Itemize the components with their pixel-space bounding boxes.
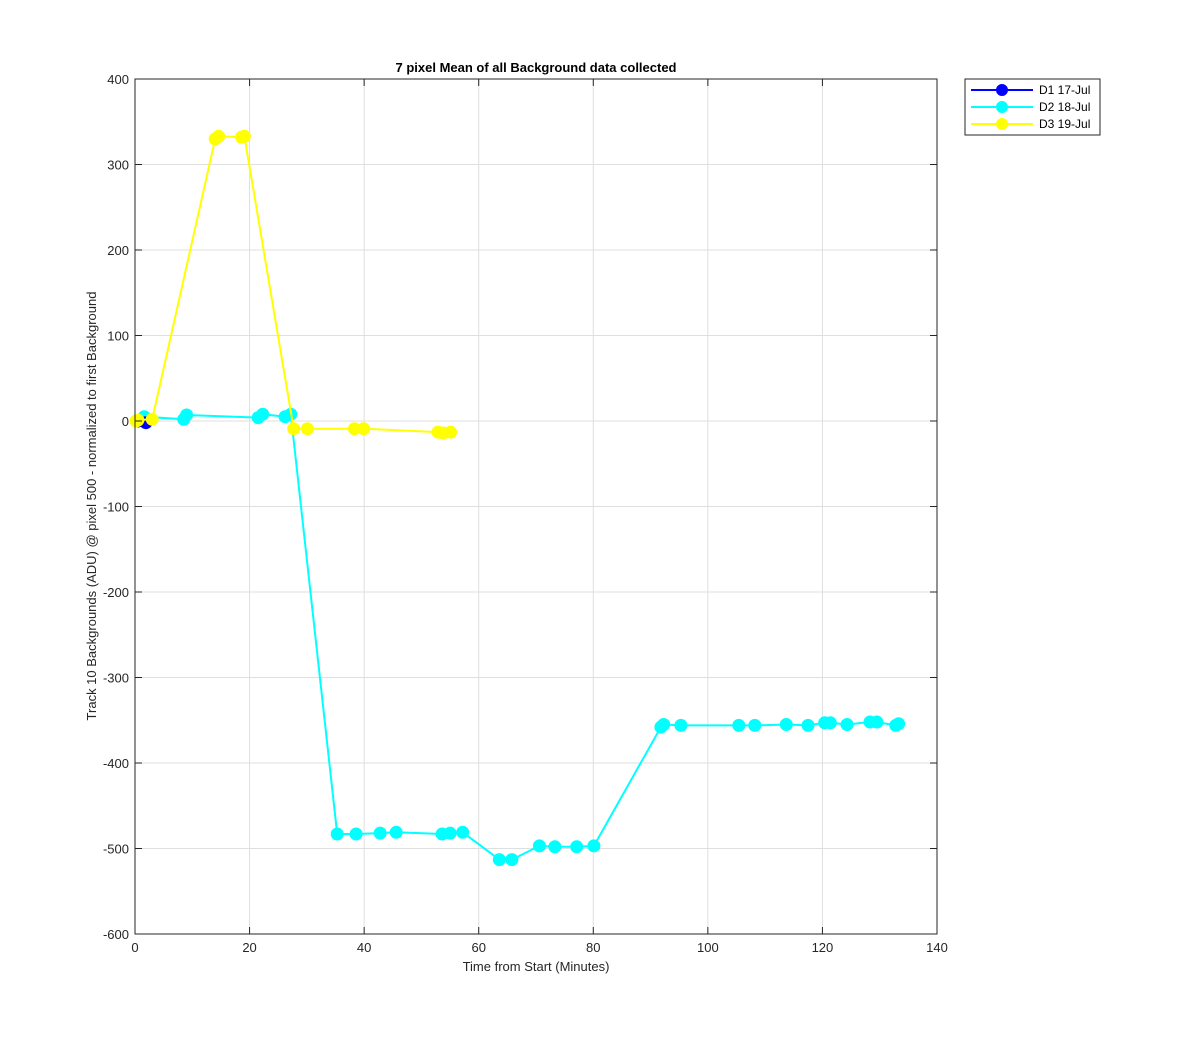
series-layer — [129, 129, 906, 867]
legend: D1 17-Jul D2 18-Jul D3 19-Jul — [964, 78, 1101, 136]
data-point — [870, 715, 884, 729]
data-point — [456, 825, 470, 839]
data-point — [892, 717, 906, 731]
x-tick-label: 140 — [926, 940, 948, 955]
data-point — [349, 827, 363, 841]
y-tick-label: 400 — [107, 72, 129, 87]
x-tick-label: 120 — [812, 940, 834, 955]
data-point — [492, 853, 506, 867]
x-tick-label: 100 — [697, 940, 719, 955]
x-tick-label: 20 — [242, 940, 256, 955]
data-point — [131, 413, 145, 427]
data-point — [237, 129, 251, 143]
data-point — [840, 718, 854, 731]
y-tick-label: 200 — [107, 243, 129, 258]
data-point — [180, 408, 194, 422]
data-point — [548, 840, 562, 854]
data-point — [212, 129, 226, 143]
data-point — [330, 827, 344, 841]
data-point — [657, 718, 671, 731]
legend-marker — [996, 84, 1008, 96]
data-point — [287, 422, 301, 436]
data-point — [444, 425, 458, 439]
legend-label: D1 17-Jul — [1039, 83, 1090, 97]
data-point — [674, 718, 688, 732]
data-point — [505, 853, 519, 867]
y-tick-label: -500 — [103, 842, 129, 857]
data-point — [389, 825, 403, 839]
data-point — [443, 826, 457, 840]
data-point — [300, 422, 314, 436]
data-point — [256, 407, 270, 421]
data-point — [570, 840, 584, 854]
y-tick-label: 0 — [122, 414, 129, 429]
y-axis-label: Track 10 Backgrounds (ADU) @ pixel 500 -… — [84, 292, 99, 721]
x-tick-label: 0 — [131, 940, 138, 955]
y-tick-label: -400 — [103, 756, 129, 771]
legend-marker — [996, 101, 1008, 113]
axis-ticks: 0 20 40 60 80 100 120 140 -600 -500 -400 -300 -200 -1… — [103, 72, 948, 955]
x-tick-label: 80 — [586, 940, 600, 955]
x-tick-label: 40 — [357, 940, 371, 955]
data-point — [732, 718, 746, 732]
data-point — [587, 839, 601, 853]
data-point — [823, 716, 837, 730]
x-tick-label: 60 — [471, 940, 485, 955]
y-tick-label: 300 — [107, 158, 129, 173]
series-2 — [130, 407, 906, 867]
y-tick-label: -200 — [103, 585, 129, 600]
series-3 — [129, 129, 458, 440]
legend-label: D3 19-Jul — [1039, 117, 1090, 131]
data-point — [748, 718, 762, 732]
x-axis-label: Time from Start (Minutes) — [463, 959, 610, 974]
data-point — [532, 839, 546, 853]
legend-entry: D1 17-Jul — [971, 83, 1090, 97]
legend-marker — [996, 118, 1008, 130]
y-tick-label: -100 — [103, 500, 129, 515]
series-line — [135, 135, 451, 435]
data-point — [145, 412, 159, 426]
data-point — [779, 718, 793, 731]
legend-label: D2 18-Jul — [1039, 100, 1090, 114]
data-point — [801, 718, 815, 732]
data-point — [373, 826, 387, 840]
y-tick-label: -300 — [103, 671, 129, 686]
legend-entry: D3 19-Jul — [971, 117, 1090, 131]
y-tick-label: 100 — [107, 329, 129, 344]
legend-entry: D2 18-Jul — [971, 100, 1090, 114]
chart-title: 7 pixel Mean of all Background data coll… — [395, 60, 676, 75]
y-tick-label: -600 — [103, 927, 129, 942]
data-point — [357, 422, 371, 436]
